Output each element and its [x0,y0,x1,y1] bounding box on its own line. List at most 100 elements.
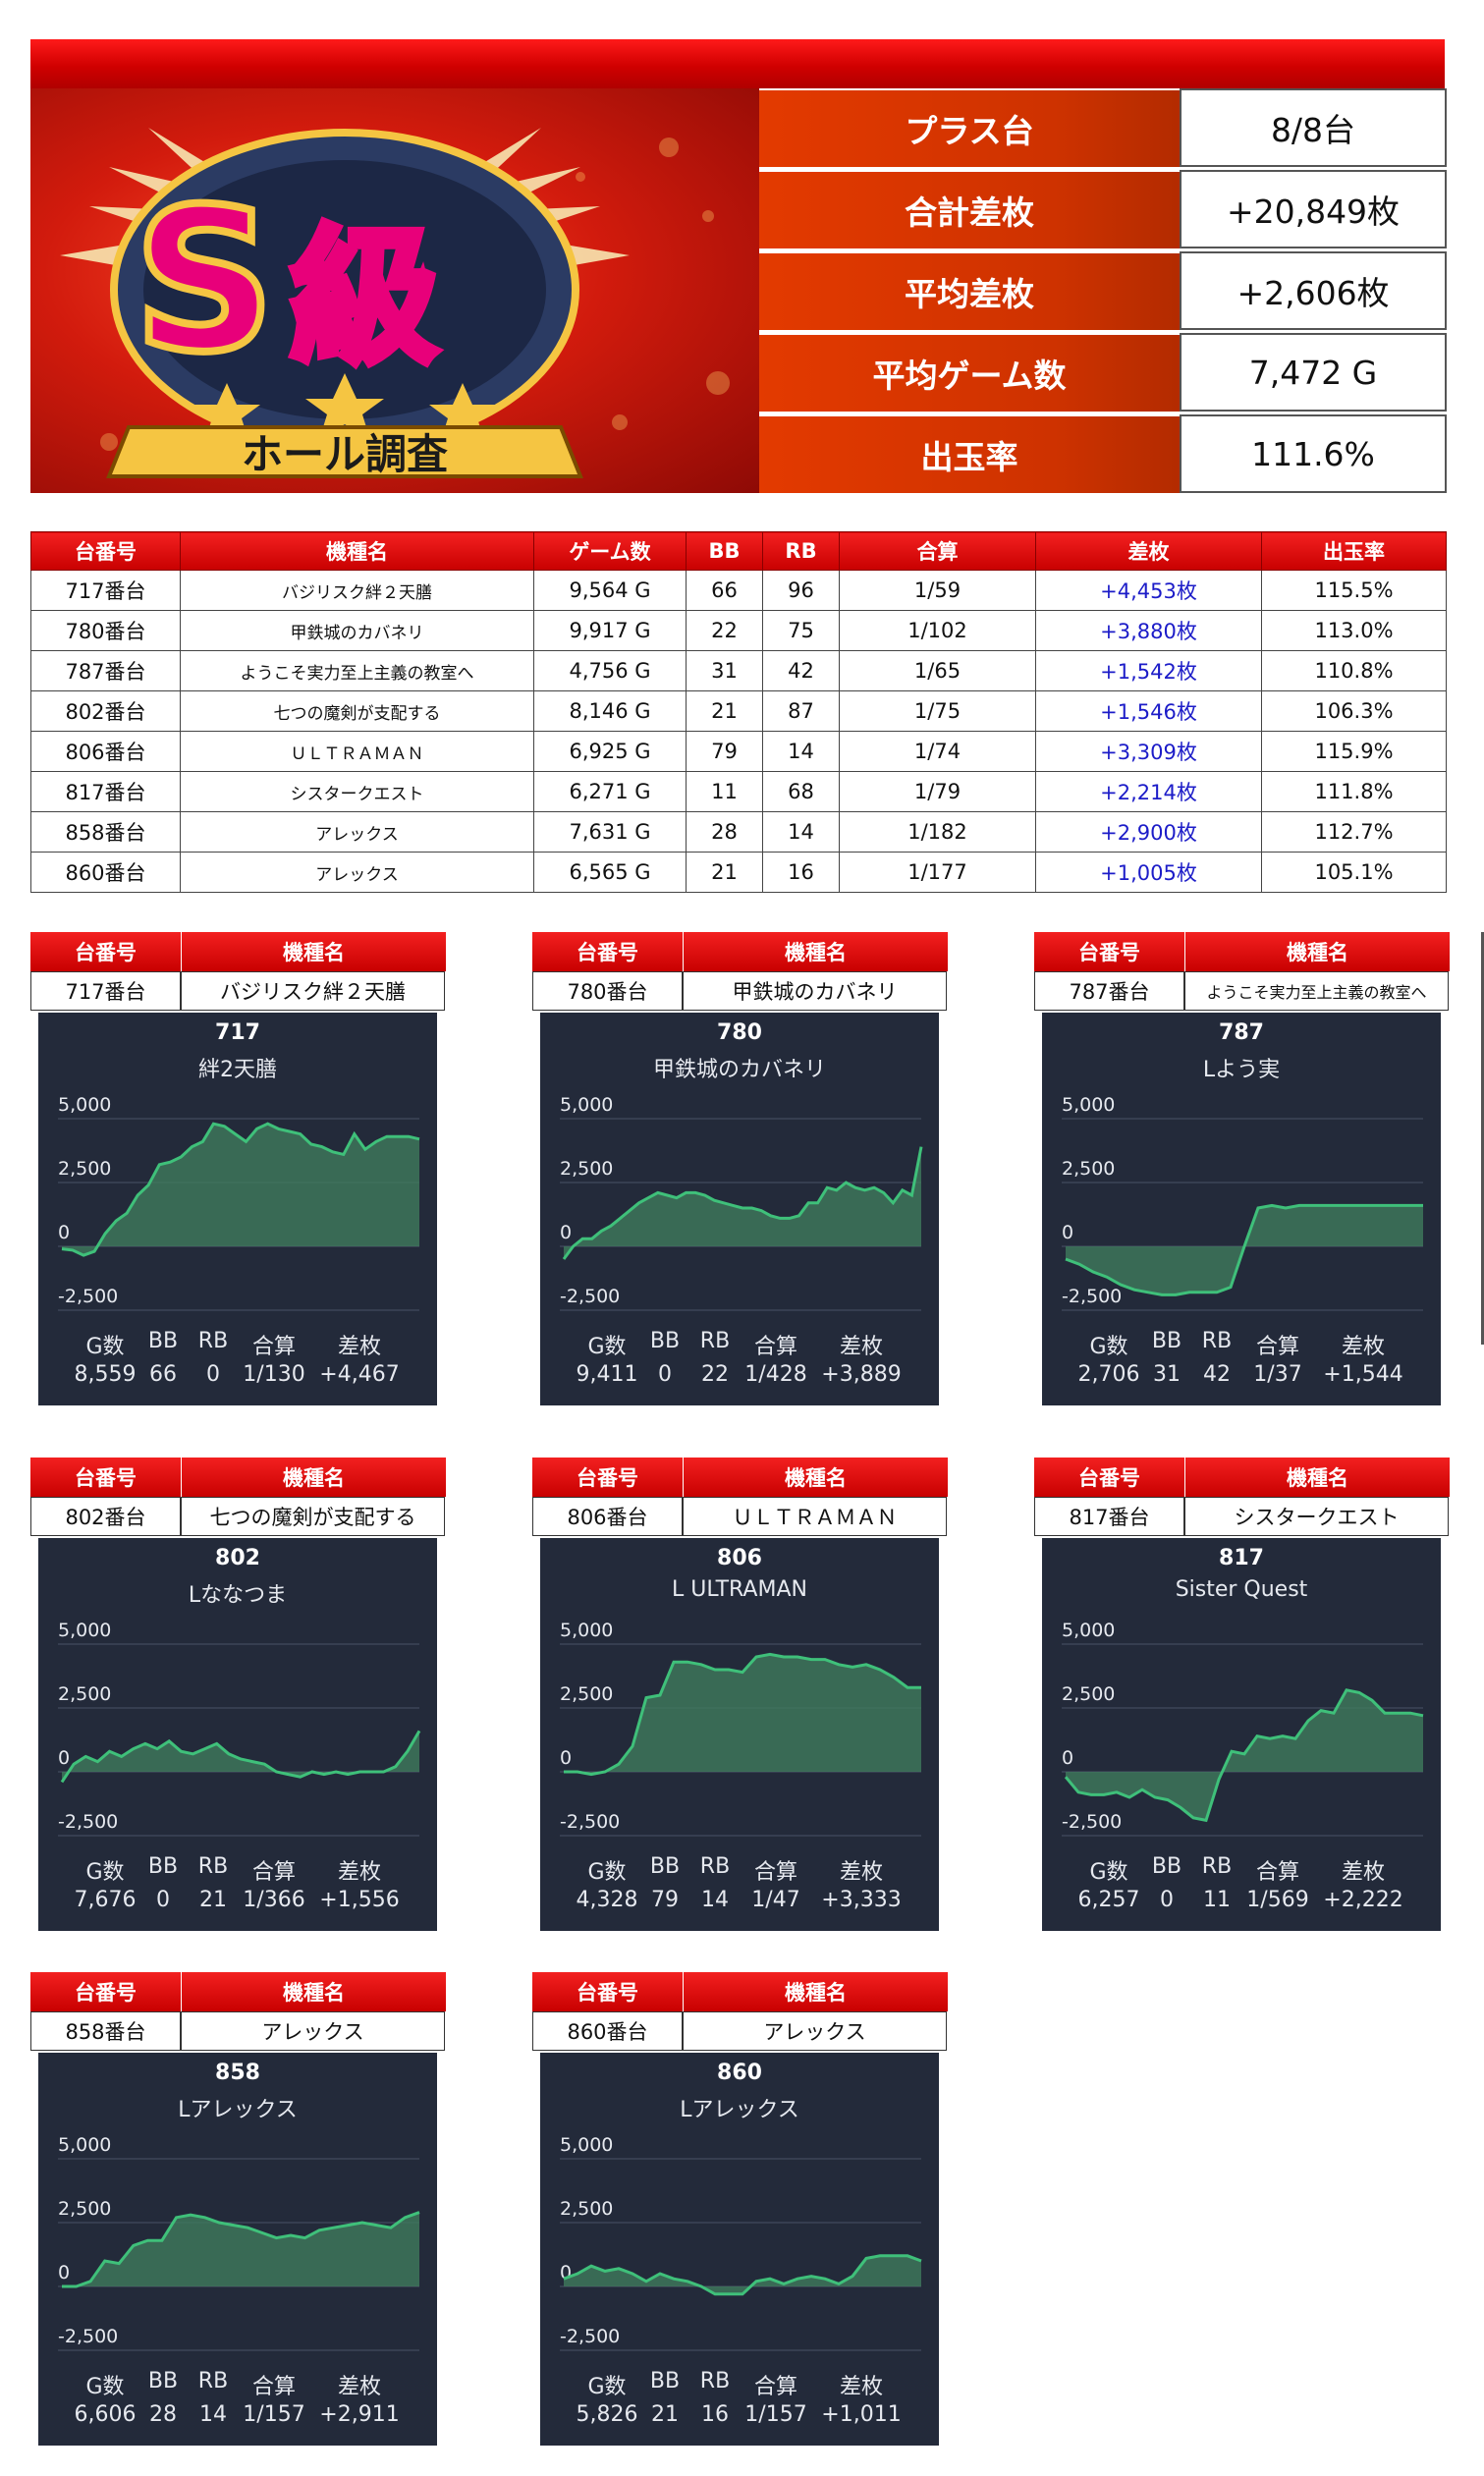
y-tick-label: 2,500 [58,1158,111,1180]
machine-chart-panel: 台番号 機種名 787番台 ようこそ実力至上主義の教室へ 787 Lよう実 5,000 2,5… [1034,932,1450,1408]
table-cell: 9,917 G [533,610,687,651]
series-area [62,1124,419,1256]
ribbon [106,425,583,478]
series-area [564,2255,921,2294]
chart-card: 806 L ULTRAMAN 5,000 2,500 0 -2,500 G数 BB RB 合算 差枚… [540,1538,939,1931]
summary-value: 8/8台 [1180,88,1447,167]
y-tick-label: 0 [1062,1747,1073,1769]
stats-value: 11 [1203,1888,1231,1912]
col-header: 合算 [839,531,1036,571]
table-cell: +3,309枚 [1035,731,1262,772]
table-cell: 817番台 [30,771,181,812]
header-bar [30,39,1445,88]
chart-card: 860 Lアレックス 5,000 2,500 0 -2,500 G数 BB RB 合算 差枚 5,82… [540,2053,939,2446]
chart-plot: 5,000 2,500 0 -2,500 [1062,1094,1423,1311]
col-header: RB [762,531,840,571]
y-tick-label: 5,000 [58,1094,111,1116]
chart-title: Lアレックス [680,2098,799,2122]
stats-value: 14 [199,2402,227,2427]
y-tick-label: 5,000 [58,2134,111,2156]
stats-header-label: 合算 [753,1335,797,1359]
stats-value: 42 [1203,1362,1231,1387]
stats-header-label: RB [699,1329,731,1353]
stats-header-label: RB [197,2369,229,2393]
panel-header-machine: 台番号 [1034,932,1184,971]
y-tick-label: -2,500 [1062,1286,1122,1307]
s-class-banner: S 級 ホール調査 [30,88,759,493]
panel-model-name: 甲鉄城のカバネリ [683,971,947,1011]
stats-header-label: G数 [85,1335,125,1359]
table-cell: 717番台 [30,570,181,611]
y-tick-label: 2,500 [560,2198,613,2220]
table-cell: 11 [686,771,763,812]
stats-header-label: BB [147,1329,179,1353]
table-row: 787番台 ようこそ実力至上主義の教室へ 4,756 G 31 42 1/65 +1,542… [30,650,1447,691]
table-cell: 1/74 [839,731,1036,772]
table-cell: 31 [686,650,763,691]
table-cell: 6,565 G [533,852,687,893]
y-tick-label: 2,500 [560,1158,613,1180]
stats-header-label: 合算 [1255,1860,1299,1885]
stats-value: +1,556 [319,1888,400,1912]
stats-header-label: G数 [587,2375,627,2399]
chart-card: 817 Sister Quest 5,000 2,500 0 -2,500 G数 BB RB 合算… [1042,1538,1441,1931]
panel-values: 802番台 七つの魔剣が支配する [30,1497,445,1536]
stats-header-label: G数 [1089,1860,1128,1885]
stats-header-label: 合算 [753,2375,797,2399]
summary-row: 平均ゲーム数 7,472 G [759,333,1447,412]
stats-value: 1/366 [243,1888,305,1912]
summary-table: プラス台 8/8台 合計差枚 +20,849枚 平均差枚 +2,606枚 平均ゲ… [759,88,1447,493]
stats-header-label: 合算 [1255,1335,1299,1359]
y-tick-label: -2,500 [58,1286,118,1307]
chart-title: Lアレックス [178,2098,298,2122]
stats-header-label: BB [1151,1854,1182,1879]
stats-header-label: RB [1201,1329,1233,1353]
table-cell: 66 [686,570,763,611]
stats-value: +3,333 [821,1888,902,1912]
stats-value: 1/47 [751,1888,800,1912]
stats-value: 9,411 [576,1362,638,1387]
series-line [60,1730,421,1784]
table-cell: 21 [686,690,763,732]
summary-value: +2,606枚 [1180,251,1447,330]
table-cell: 22 [686,610,763,651]
banner-art: S 級 ホール調査 [60,128,730,478]
table-cell: 6,271 G [533,771,687,812]
machine-chart-panel: 台番号 機種名 860番台 アレックス 860 Lアレックス 5,000 2,500 0 -2,5… [532,1972,948,2448]
stats-header-label: 差枚 [1341,1335,1385,1359]
stats-header-label: BB [649,2369,681,2393]
stats-value: +3,889 [821,1362,902,1387]
machine-chart-panel: 台番号 機種名 806番台 ＵＬＴＲＡＭＡＮ 806 L ULTRAMAN 5,000 2,5… [532,1458,948,1934]
machine-chart-panel: 台番号 機種名 717番台 バジリスク絆２天膳 717 絆2天膳 5,000 2,500 0 -2… [30,932,446,1408]
panel-machine-number: 717番台 [30,971,181,1011]
table-cell: 1/59 [839,570,1036,611]
stats-header-label: RB [197,1854,229,1879]
table-cell: 787番台 [30,650,181,691]
panel-header-model: 機種名 [1184,932,1450,971]
summary-row: プラス台 8/8台 [759,88,1447,167]
panel-values: 787番台 ようこそ実力至上主義の教室へ [1034,971,1449,1011]
y-tick-label: 2,500 [58,2198,111,2220]
stats-value: 1/157 [744,2402,807,2427]
panel-model-name: アレックス [181,2011,445,2051]
table-row: 860番台 アレックス 6,565 G 21 16 1/177 +1,005枚 105.1% [30,852,1447,893]
table-cell: 14 [762,731,840,772]
table-cell: +1,542枚 [1035,650,1262,691]
panel-values: 858番台 アレックス [30,2011,445,2051]
table-cell: 110.8% [1261,650,1447,691]
chart-title: Lよう実 [1202,1058,1281,1082]
stats-header-label: 合算 [251,1335,296,1359]
stats-value: 2,706 [1077,1362,1140,1387]
panel-values: 717番台 バジリスク絆２天膳 [30,971,445,1011]
panel-machine-number: 860番台 [532,2011,683,2051]
stats-value: 1/569 [1246,1888,1309,1912]
table-cell: 16 [762,852,840,893]
panel-header-model: 機種名 [181,1458,446,1497]
stats-value: +1,011 [821,2402,902,2427]
table-cell: 115.5% [1261,570,1447,611]
panel-model-name: シスタークエスト [1184,1497,1449,1536]
table-cell: 112.7% [1261,811,1447,853]
table-cell: 28 [686,811,763,853]
chart-number: 817 [1219,1546,1264,1570]
series-area [62,2212,419,2286]
